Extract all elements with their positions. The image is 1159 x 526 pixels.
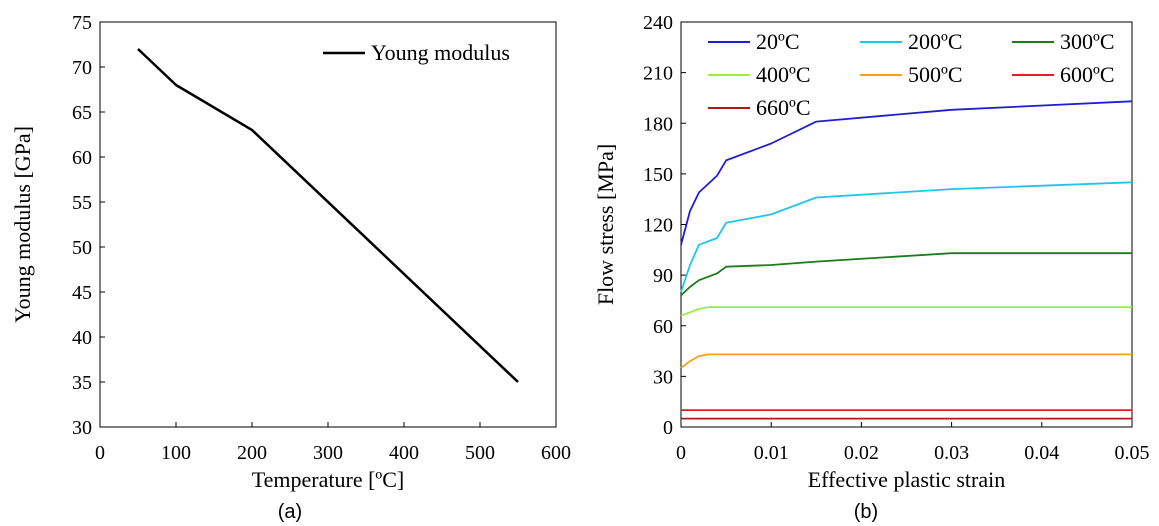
legend-label: 200ºC bbox=[908, 29, 963, 54]
y-tick-label: 180 bbox=[643, 113, 673, 135]
series-line-1 bbox=[680, 181, 1133, 293]
x-tick-label: 600 bbox=[541, 442, 571, 464]
y-tick-label: 45 bbox=[72, 282, 92, 304]
y-axis-title: Young modulus [GPa] bbox=[10, 126, 35, 323]
y-tick-label: 210 bbox=[643, 63, 673, 85]
plot-frame bbox=[99, 21, 557, 428]
x-tick-label: 100 bbox=[161, 442, 191, 464]
x-tick-label: 400 bbox=[389, 442, 419, 464]
y-tick-label: 40 bbox=[72, 327, 92, 349]
x-tick-label: 0 bbox=[676, 442, 686, 464]
series-line-0 bbox=[137, 48, 519, 383]
x-tick-label: 0.05 bbox=[1115, 442, 1150, 464]
x-tick-label: 0.04 bbox=[1024, 442, 1059, 464]
chart-b: 0 30 60 90 120 150 180 210 240 0 0.01 0.02 0.03 0.04 0… bbox=[593, 12, 1150, 523]
legend-label: 400ºC bbox=[756, 62, 811, 87]
x-tick-label: 200 bbox=[237, 442, 267, 464]
legend-label: 600ºC bbox=[1060, 62, 1115, 87]
y-tick-label: 150 bbox=[643, 164, 673, 186]
x-tick-label: 0 bbox=[95, 442, 105, 464]
legend-label: Young modulus bbox=[371, 40, 510, 65]
y-tick-label: 30 bbox=[72, 417, 92, 439]
series-line-4 bbox=[680, 353, 1132, 369]
legend-label: 300ºC bbox=[1060, 29, 1115, 54]
x-tick-label: 0.03 bbox=[934, 442, 969, 464]
y-tick-label: 0 bbox=[663, 417, 673, 439]
y-tick-label: 30 bbox=[653, 366, 673, 388]
series-line-0 bbox=[680, 100, 1133, 246]
x-tick-label: 300 bbox=[313, 442, 343, 464]
y-tick-label: 50 bbox=[72, 237, 92, 259]
y-tick-label: 35 bbox=[72, 372, 92, 394]
legend-label: 660ºC bbox=[756, 95, 811, 120]
y-tick-label: 70 bbox=[72, 57, 92, 79]
panel-label: (b) bbox=[854, 501, 878, 523]
y-tick-label: 60 bbox=[653, 316, 673, 338]
y-axis-title: Flow stress [MPa] bbox=[593, 144, 618, 305]
y-tick-label: 55 bbox=[72, 192, 92, 214]
y-tick-label: 60 bbox=[72, 147, 92, 169]
x-axis-title: Effective plastic strain bbox=[808, 467, 1006, 492]
x-tick-label: 0.02 bbox=[844, 442, 879, 464]
series-line-3 bbox=[680, 306, 1132, 317]
y-tick-label: 240 bbox=[643, 12, 673, 34]
panel-label: (a) bbox=[278, 501, 302, 523]
x-axis-title: Temperature [ºC] bbox=[252, 467, 405, 492]
y-tick-label: 120 bbox=[643, 215, 673, 237]
legend-label: 500ºC bbox=[908, 62, 963, 87]
x-tick-label: 0.01 bbox=[754, 442, 789, 464]
y-tick-label: 65 bbox=[72, 102, 92, 124]
y-tick-label: 75 bbox=[72, 12, 92, 34]
x-tick-label: 500 bbox=[465, 442, 495, 464]
series-line-2 bbox=[680, 252, 1132, 297]
y-tick-label: 90 bbox=[653, 265, 673, 287]
chart-a: 30 35 40 45 50 55 60 65 70 75 0 100 200 300 400 500 600 T… bbox=[10, 12, 571, 523]
legend-label: 20ºC bbox=[756, 29, 800, 54]
